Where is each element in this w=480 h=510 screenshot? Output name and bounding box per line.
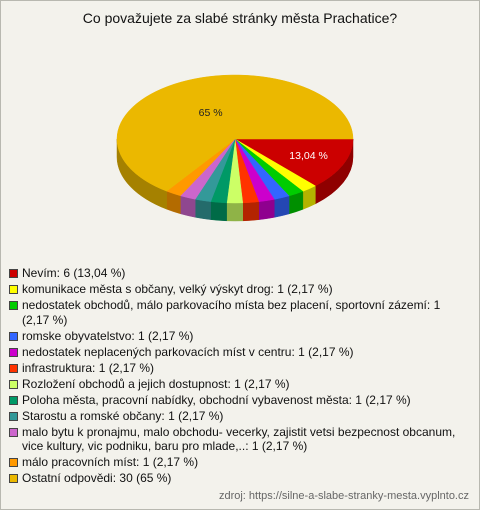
legend-item: Poloha města, pracovní nabídky, obchodní… (8, 393, 470, 408)
legend-swatch (9, 347, 18, 357)
legend-item: Ostatní odpovědi: 30 (65 %) (8, 471, 470, 486)
legend-label: romske obyvatelstvo: 1 (2,17 %) (22, 328, 194, 343)
legend-item: infrastruktura: 1 (2,17 %) (8, 361, 470, 376)
legend-label: komunikace města s občany, velký výskyt … (22, 282, 333, 296)
legend-swatch (9, 458, 18, 467)
slice-side (194, 198, 211, 220)
legend-label: infrastruktura: 1 (2,17 %) (22, 360, 155, 375)
legend-swatch (9, 474, 18, 483)
legend-swatch (9, 411, 18, 421)
legend-swatch (9, 379, 18, 389)
value-label: 65 % (199, 107, 223, 119)
legend-item: romske obyvatelstvo: 1 (2,17 %) (8, 329, 470, 344)
legend-label: Poloha města, pracovní nabídky, obchodní… (22, 392, 411, 407)
legend-label: Nevím: 6 (13,04 %) (22, 266, 126, 280)
legend-label: málo pracovních míst: 1 (2,17 %) (22, 455, 199, 469)
legend-item: komunikace města s občany, velký výskyt … (8, 282, 470, 297)
legend-swatch (9, 363, 18, 373)
slice-side (242, 201, 259, 222)
legend-item: nedostatek neplacených parkovacích míst … (8, 345, 470, 360)
slice-side (258, 199, 275, 220)
legend-item: malo bytu k pronajmu, malo obchodu- vece… (8, 425, 470, 454)
legend-swatch (9, 395, 18, 405)
chart-title: Co považujete za slabé stránky města Pra… (82, 10, 398, 26)
value-label: 13,04 % (289, 150, 328, 162)
legend-label: nedostatek obchodů, málo parkovacího mís… (22, 298, 441, 327)
legend-label: nedostatek neplacených parkovacích míst … (22, 344, 354, 359)
legend-item: nedostatek obchodů, málo parkovacího mís… (8, 298, 470, 327)
legend: Nevím: 6 (13,04 %) komunikace města s obč… (8, 266, 470, 487)
slice (116, 74, 354, 192)
legend-swatch (9, 269, 18, 278)
legend-label: Starostu a romské občany: 1 (2,17 %) (22, 408, 224, 423)
legend-item: Starostu a romské občany: 1 (2,17 %) (8, 409, 470, 424)
slice-side (226, 202, 244, 222)
legend-label: Rozložení obchodů a jejich dostupnost: 1… (22, 376, 290, 391)
legend-item: Rozložení obchodů a jejich dostupnost: 1… (8, 377, 470, 392)
legend-swatch (9, 301, 18, 310)
legend-label: Ostatní odpovědi: 30 (65 %) (22, 471, 172, 485)
legend-item: málo pracovních míst: 1 (2,17 %) (8, 455, 470, 470)
legend-item: Nevím: 6 (13,04 %) (8, 266, 470, 281)
legend-swatch (9, 285, 18, 294)
pie-chart: 13,04 % 65 % (116, 74, 354, 222)
slice-side (210, 201, 227, 222)
source: zdroj: https://silne-a-slabe-stranky-mes… (218, 490, 469, 502)
legend-swatch (9, 427, 18, 437)
legend-label: malo bytu k pronajmu, malo obchodu- vece… (22, 424, 456, 454)
legend-swatch (9, 331, 18, 341)
slice (234, 138, 354, 187)
